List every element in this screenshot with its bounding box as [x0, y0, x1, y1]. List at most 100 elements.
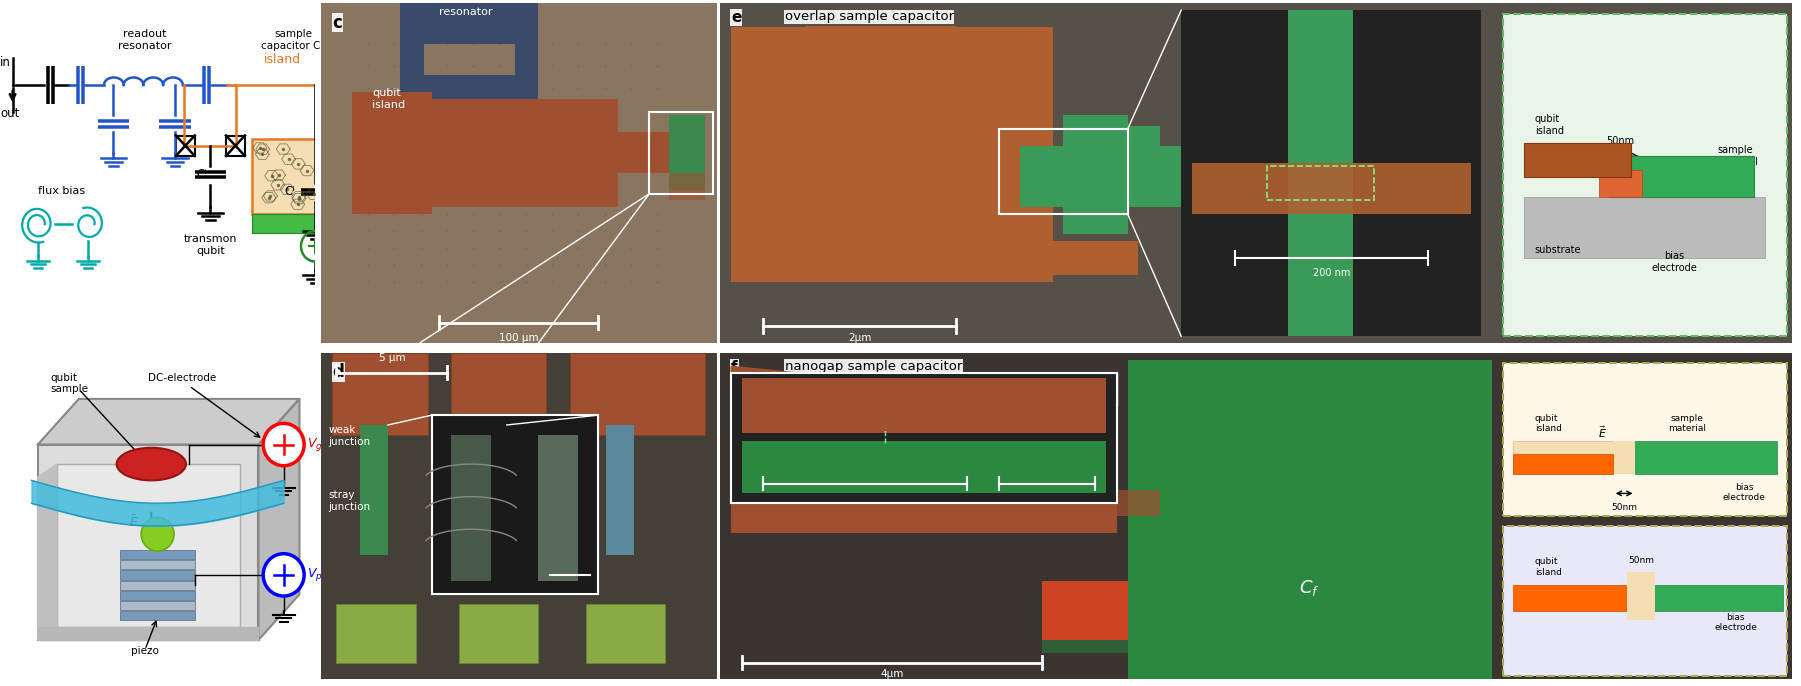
Text: piezo: piezo	[131, 646, 158, 657]
Bar	[333, 353, 427, 435]
Polygon shape	[258, 399, 299, 640]
Bar	[731, 474, 1117, 532]
Text: qubit
island: qubit island	[1534, 414, 1561, 434]
Bar	[1626, 571, 1655, 620]
Text: weak
junction: weak junction	[328, 425, 371, 447]
Text: in: in	[0, 56, 11, 69]
Bar	[1063, 115, 1127, 235]
Text: 2μm: 2μm	[848, 333, 872, 343]
Bar	[571, 353, 704, 435]
Bar	[452, 435, 492, 582]
Bar	[585, 604, 665, 663]
Text: qubit
island: qubit island	[373, 88, 405, 110]
Text: readout
resonator: readout resonator	[119, 29, 171, 51]
Bar	[1502, 526, 1787, 676]
Bar	[252, 214, 331, 233]
Bar	[1181, 10, 1480, 336]
Bar	[1610, 156, 1754, 197]
Bar	[452, 353, 546, 435]
Text: 50nm: 50nm	[1039, 490, 1066, 499]
Text: 50nm: 50nm	[1628, 556, 1653, 565]
Polygon shape	[807, 27, 956, 44]
Bar	[400, 3, 538, 44]
Text: 4μm: 4μm	[881, 670, 904, 679]
Bar	[119, 580, 195, 590]
Text: bias
electrode: bias electrode	[1722, 482, 1765, 502]
Bar	[1288, 10, 1353, 336]
Bar	[605, 132, 677, 173]
Bar	[742, 435, 1106, 493]
Bar	[225, 136, 245, 156]
Bar	[360, 425, 387, 556]
Text: 200 nm: 200 nm	[1313, 268, 1351, 279]
Bar	[1502, 363, 1787, 516]
Bar	[1041, 582, 1127, 640]
Bar	[119, 570, 195, 580]
Bar	[1502, 14, 1787, 336]
Bar	[119, 591, 195, 600]
Text: resonator: resonator	[439, 7, 493, 17]
Text: $V_g$: $V_g$	[308, 436, 322, 453]
Bar	[1084, 490, 1160, 516]
Polygon shape	[38, 627, 258, 640]
Bar	[1513, 454, 1612, 474]
Text: stray
junction: stray junction	[328, 490, 371, 512]
Ellipse shape	[117, 448, 186, 480]
Bar	[459, 604, 538, 663]
Bar	[1524, 143, 1632, 176]
Bar	[1127, 359, 1491, 679]
Bar	[1513, 584, 1626, 611]
Bar	[1192, 163, 1470, 214]
Text: DC-electrode: DC-electrode	[148, 373, 216, 383]
Text: qubit
sample: qubit sample	[50, 373, 88, 394]
Text: substrate: substrate	[1534, 245, 1581, 255]
Bar	[56, 464, 240, 627]
Bar	[515, 44, 538, 99]
Text: bias
electrode: bias electrode	[1652, 251, 1697, 273]
Bar	[400, 37, 423, 78]
Bar	[353, 92, 432, 214]
Bar	[1635, 441, 1778, 474]
Text: Vₛ: Vₛ	[333, 239, 344, 252]
Bar	[1655, 584, 1783, 611]
Text: Cⁱ: Cⁱ	[285, 185, 295, 198]
Text: d: d	[333, 363, 344, 381]
Bar	[605, 425, 634, 556]
Bar	[650, 112, 713, 193]
Text: overlap sample capacitor: overlap sample capacitor	[785, 10, 955, 23]
Bar	[742, 433, 1106, 440]
Bar	[1524, 197, 1765, 258]
Bar	[1513, 441, 1612, 474]
Bar	[119, 611, 195, 620]
Text: $C_f$: $C_f$	[1300, 578, 1320, 598]
Text: 50nm: 50nm	[1606, 136, 1635, 146]
Text: sample
material: sample material	[1668, 414, 1706, 434]
Bar	[119, 560, 195, 569]
Text: $V_p$: $V_p$	[308, 567, 322, 583]
Bar	[1073, 126, 1160, 153]
Bar	[119, 601, 195, 611]
Bar	[1000, 129, 1127, 214]
Polygon shape	[38, 445, 258, 640]
Bar	[1032, 241, 1138, 275]
Text: 50nm: 50nm	[1612, 504, 1637, 512]
Text: nanogap sample capacitor: nanogap sample capacitor	[785, 359, 962, 372]
Polygon shape	[38, 464, 56, 640]
Text: bias
electrode: bias electrode	[1715, 613, 1758, 632]
Bar	[400, 99, 618, 207]
Bar	[432, 415, 598, 594]
Bar	[731, 373, 1117, 504]
Bar	[731, 27, 1052, 282]
Text: out: out	[0, 107, 20, 120]
Bar	[1021, 146, 1181, 207]
Text: $\bar{E}$: $\bar{E}$	[130, 515, 139, 530]
Bar	[1599, 170, 1643, 197]
Circle shape	[140, 517, 175, 551]
Text: 5 μm: 5 μm	[378, 353, 405, 363]
Text: Cⁱ: Cⁱ	[196, 168, 207, 181]
Bar	[1266, 167, 1374, 200]
Bar	[479, 425, 506, 556]
Bar	[670, 115, 704, 190]
Text: $\vec{E}$: $\vec{E}$	[1597, 424, 1606, 440]
Polygon shape	[731, 366, 1117, 477]
